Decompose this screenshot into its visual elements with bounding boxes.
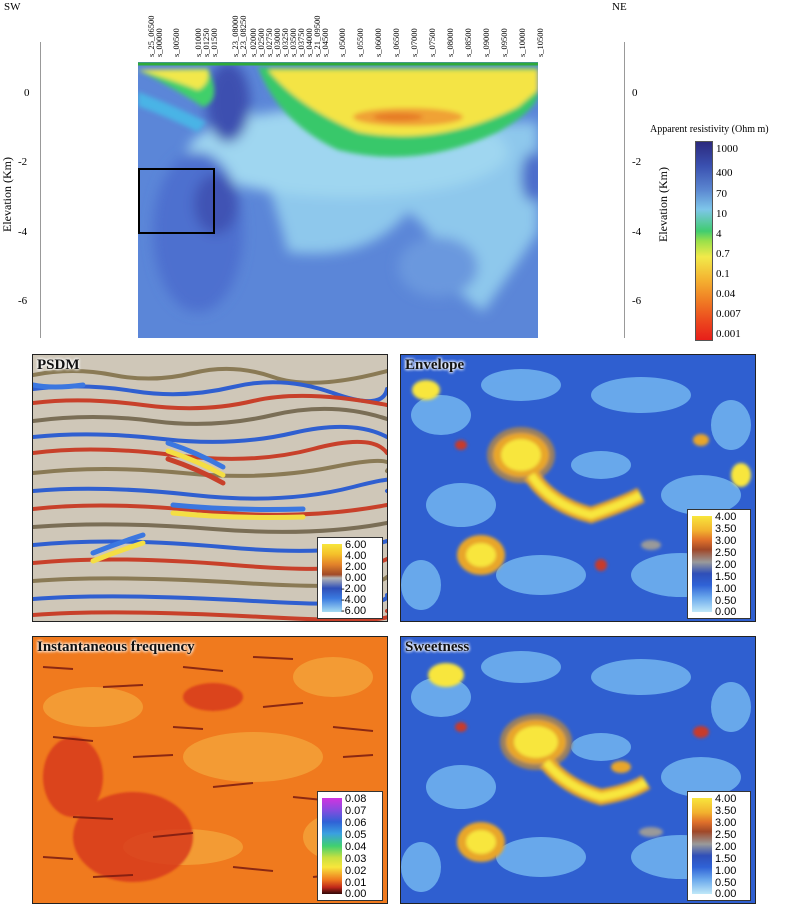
resistivity-legend-value: 0.1: [716, 268, 730, 280]
sweetness-panel: Sweetness 4.00 3.50 3.00 2.50 2.00 1.50 …: [400, 636, 756, 904]
psdm-scale-value: 4.00: [345, 550, 367, 562]
envelope-scale-value: 0.50: [715, 595, 737, 607]
frequency-panel: Instantaneous frequency 0.08 0.07 0.06 0…: [32, 636, 388, 904]
frequency-scale-value: 0.01: [345, 877, 367, 889]
envelope-scale-value: 3.50: [715, 523, 737, 535]
station-label: s_04500: [320, 28, 330, 57]
psdm-colorbar: 6.00 4.00 2.00 0.00 -2.00 -4.00 -6.00: [317, 537, 383, 619]
station-label: s_06500: [391, 28, 401, 57]
resistivity-legend-value: 4: [716, 228, 722, 240]
right-tick-6: -6: [632, 295, 642, 307]
psdm-scale-value: -6.00: [341, 605, 367, 617]
resistivity-legend-value: 400: [716, 167, 733, 179]
sweetness-scale-value: 3.50: [715, 805, 737, 817]
station-label: s_10000: [517, 28, 527, 57]
station-label: s_07000: [409, 28, 419, 57]
right-tick-2: -2: [632, 156, 642, 168]
sweetness-scale-value: 0.00: [715, 888, 737, 900]
resistivity-legend-value: 0.007: [716, 308, 741, 320]
frequency-scale-value: 0.07: [345, 805, 367, 817]
sweetness-title: Sweetness: [405, 639, 470, 655]
psdm-scale-value: 0.00: [345, 572, 367, 584]
envelope-panel: Envelope 4.00 3.50 3.00 2.50 2.00 1.50 1…: [400, 354, 756, 622]
psdm-scale-value: -2.00: [341, 583, 367, 595]
sweetness-scale-value: 2.50: [715, 829, 737, 841]
station-label: s_05000: [337, 28, 347, 57]
sw-label: SW: [4, 1, 21, 13]
psdm-title: PSDM: [37, 357, 80, 373]
right-tick-0: 0: [632, 87, 638, 99]
sweetness-colorbar: 4.00 3.50 3.00 2.50 2.00 1.50 1.00 0.50 …: [687, 791, 751, 901]
sweetness-scale-value: 1.00: [715, 865, 737, 877]
frequency-scale-value: 0.00: [345, 888, 367, 900]
resistivity-legend-value: 10: [716, 208, 727, 220]
station-label: s_00000: [154, 28, 164, 57]
envelope-scale-value: 1.50: [715, 571, 737, 583]
frequency-scale-value: 0.05: [345, 829, 367, 841]
frequency-scale-value: 0.03: [345, 853, 367, 865]
psdm-scale-value: 6.00: [345, 539, 367, 551]
frequency-scale-value: 0.08: [345, 793, 367, 805]
envelope-scale-value: 4.00: [715, 511, 737, 523]
station-label: s_10500: [535, 28, 545, 57]
station-label: s_00500: [171, 28, 181, 57]
envelope-scale-value: 1.00: [715, 583, 737, 595]
psdm-scale-value: 2.00: [345, 561, 367, 573]
resistivity-section: [138, 62, 538, 338]
left-axis-title: Elevation (Km): [0, 157, 14, 232]
sweetness-scale-value: 2.00: [715, 841, 737, 853]
frequency-scale-value: 0.06: [345, 817, 367, 829]
sweetness-scale-value: 0.50: [715, 877, 737, 889]
ne-label: NE: [612, 1, 627, 13]
psdm-panel: PSDM 6.00 4.00 2.00 0.00 -2.00 -4.00 -6.…: [32, 354, 388, 622]
left-elevation-axis: [40, 42, 41, 338]
resistivity-legend-value: 0.7: [716, 248, 730, 260]
envelope-title: Envelope: [405, 357, 465, 373]
sweetness-scale-value: 1.50: [715, 853, 737, 865]
station-label: s_23_08250: [238, 15, 248, 57]
sweetness-image: [401, 637, 755, 903]
left-tick-4: -4: [18, 226, 28, 238]
frequency-colorbar: 0.08 0.07 0.06 0.05 0.04 0.03 0.02 0.01 …: [317, 791, 383, 901]
left-tick-2: -2: [18, 156, 28, 168]
station-label: s_09500: [499, 28, 509, 57]
sweetness-scale-value: 4.00: [715, 793, 737, 805]
envelope-scale-value: 0.00: [715, 606, 737, 618]
envelope-colorbar: 4.00 3.50 3.00 2.50 2.00 1.50 1.00 0.50 …: [687, 509, 751, 619]
frequency-scale-value: 0.02: [345, 865, 367, 877]
resistivity-legend-value: 0.04: [716, 288, 736, 300]
envelope-scale-value: 2.50: [715, 547, 737, 559]
frequency-title: Instantaneous frequency: [37, 639, 195, 655]
frequency-scale-value: 0.04: [345, 841, 367, 853]
station-label: s_01500: [209, 28, 219, 57]
right-tick-4: -4: [632, 226, 642, 238]
left-tick-6: -6: [18, 295, 28, 307]
frequency-colorbar-gradient: [322, 798, 342, 894]
resistivity-legend-value: 70: [716, 188, 727, 200]
station-label: s_08500: [463, 28, 473, 57]
resistivity-legend-title: Apparent resistivity (Ohm m): [650, 124, 769, 135]
resistivity-legend-value: 0.001: [716, 328, 741, 340]
psdm-scale-value: -4.00: [341, 594, 367, 606]
left-tick-0: 0: [24, 87, 30, 99]
envelope-scale-value: 2.00: [715, 559, 737, 571]
envelope-colorbar-gradient: [692, 516, 712, 612]
resistivity-colorbar: [695, 141, 713, 341]
right-axis-title: Elevation (Km): [656, 167, 670, 242]
resistivity-legend-value: 1000: [716, 143, 738, 155]
station-label: s_05500: [355, 28, 365, 57]
sweetness-scale-value: 3.00: [715, 817, 737, 829]
station-label: s_09000: [481, 28, 491, 57]
station-label: s_06000: [373, 28, 383, 57]
sweetness-colorbar-gradient: [692, 798, 712, 894]
envelope-scale-value: 3.00: [715, 535, 737, 547]
right-elevation-axis: [624, 42, 625, 338]
station-label: s_08000: [445, 28, 455, 57]
station-label: s_07500: [427, 28, 437, 57]
psdm-colorbar-gradient: [322, 544, 342, 612]
